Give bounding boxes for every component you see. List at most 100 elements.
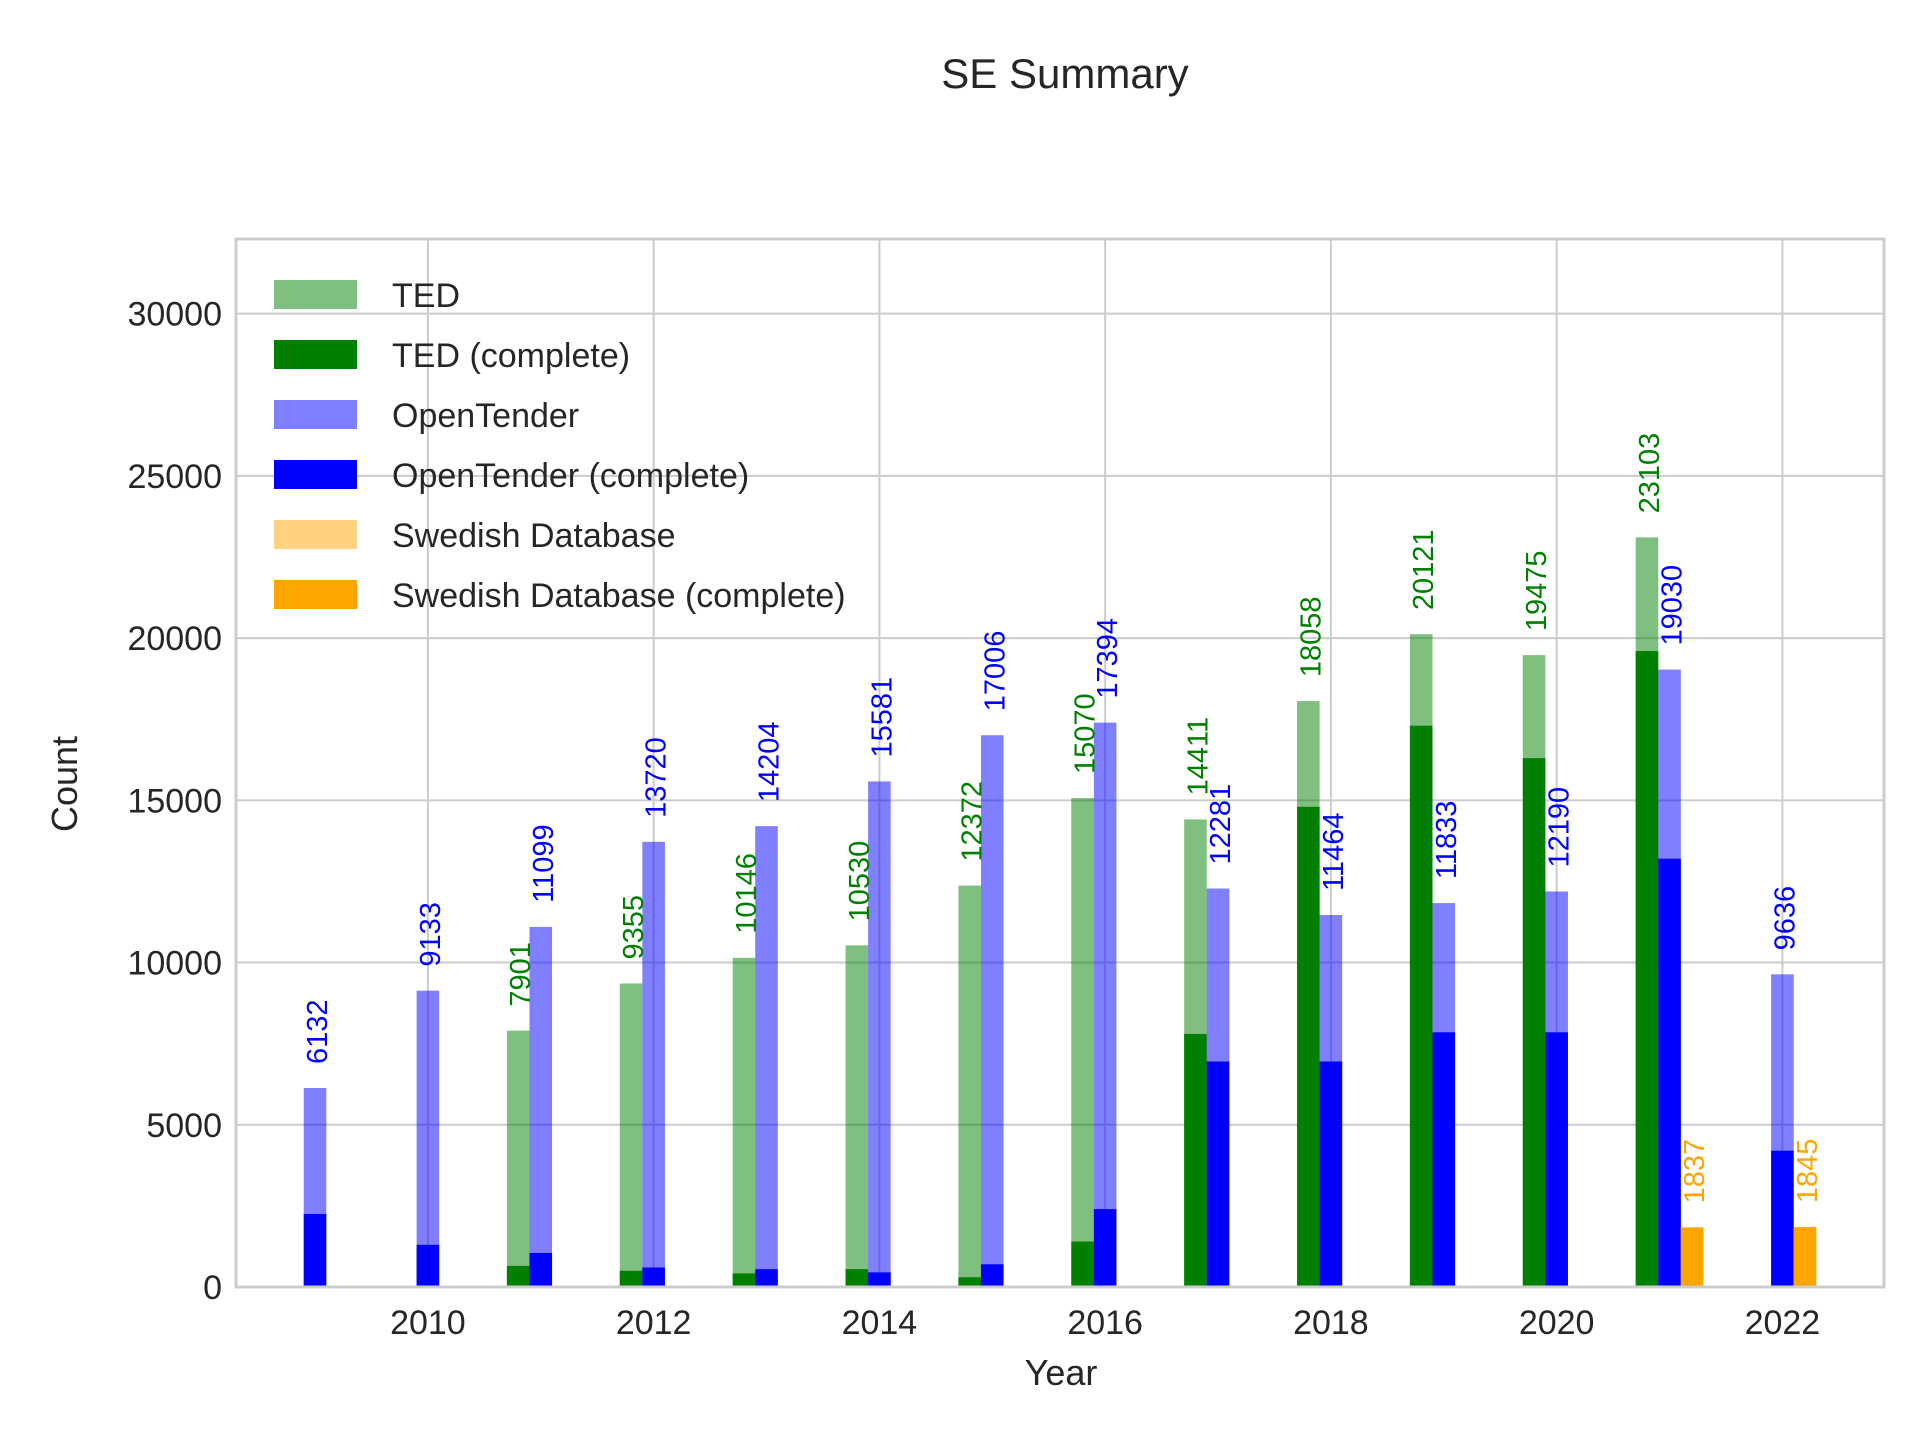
bars [303,537,1817,1287]
bar-opentender-complete [303,1213,327,1287]
data-label-ted: 23103 [1634,433,1666,514]
bar-opentender-complete [529,1252,553,1287]
bar-opentender [755,826,778,1287]
y-tick-label: 15000 [127,782,222,820]
bar-opentender-complete [1432,1032,1456,1287]
bar-ted-complete [619,1270,643,1287]
bar-ted-complete [1635,651,1659,1287]
bar-ted-complete [1522,758,1546,1287]
legend-swatch-opentender-complete [274,460,357,489]
data-labels: 7901 9355 10146 10530 12372 15070 14411 18058 20… [302,433,1824,1204]
bar-opentender [868,781,891,1287]
bar-ted [732,957,756,1287]
bar-opentender-complete [1771,1150,1794,1287]
y-tick-label: 0 [203,1269,222,1307]
bar-opentender-complete [1093,1209,1117,1287]
data-label-ted: 10146 [731,853,763,934]
bar-ted [958,885,981,1287]
bar-opentender-complete [1545,1032,1568,1287]
legend-label-swedish-database: Swedish Database [392,517,676,555]
data-label-opentender: 9636 [1769,886,1801,951]
bar-swedish-database-complete [1793,1227,1817,1287]
bar-opentender [416,990,440,1287]
bar-opentender [529,926,553,1287]
legend-label-opentender-complete: OpenTender (complete) [392,457,749,495]
data-label-opentender: 17006 [979,631,1011,712]
bar-ted-complete [845,1269,869,1287]
x-tick-label: 2016 [1067,1304,1143,1342]
plot-frame [234,237,1886,1289]
data-label-ted: 15070 [1070,693,1102,774]
bar-swedish-database-complete [1680,1227,1704,1287]
data-label-ted: 10530 [844,841,876,922]
y-tick-label: 30000 [127,296,222,334]
data-label-ted: 9355 [618,895,650,960]
y-tick-label: 25000 [127,458,222,496]
y-axis-label: Count [44,736,85,832]
data-label-opentender: 11464 [1318,813,1350,892]
bar-opentender-complete [642,1267,665,1287]
legend-label-ted-complete: TED (complete) [392,337,630,375]
bar-opentender-complete [868,1272,891,1287]
legend-swatch-ted-complete [274,340,357,369]
bar-opentender-complete [1319,1061,1343,1287]
bar-ted [845,945,869,1287]
data-label-ted: 12372 [957,781,989,862]
bar-opentender-complete [1658,858,1681,1287]
x-tick-label: 2018 [1293,1304,1369,1342]
tick-labels: 2010 2012 2014 2016 2018 2020 2022 0 5000 10000 15… [127,296,1820,1342]
bar-opentender-complete [980,1264,1004,1287]
bar-ted [1071,798,1094,1287]
legend: TED TED (complete) OpenTender OpenTender (c… [274,277,846,615]
legend-swatch-ted [274,280,357,309]
bar-ted-complete [958,1277,981,1287]
bar-ted-complete [1297,806,1320,1287]
x-tick-label: 2014 [842,1304,918,1342]
data-label-opentender: 14204 [754,721,786,802]
bar-opentender-complete [1206,1061,1230,1287]
bar-ted [506,1030,530,1287]
bar-opentender-complete [755,1269,778,1287]
y-tick-label: 10000 [127,945,222,983]
data-label-opentender: 17394 [1092,618,1124,699]
x-tick-label: 2010 [390,1304,466,1342]
gridlines [236,239,1884,1288]
bar-opentender-complete [416,1244,440,1287]
data-label-opentender: 12281 [1205,784,1237,865]
x-tick-label: 2022 [1745,1304,1821,1342]
bar-opentender [1093,722,1117,1287]
x-tick-label: 2020 [1519,1304,1595,1342]
data-label-swedish-database: 1845 [1792,1139,1824,1204]
data-label-opentender: 15581 [866,677,898,758]
data-label-opentender: 9133 [415,902,447,967]
legend-label-swedish-database-complete: Swedish Database (complete) [392,577,846,615]
bar-ted-complete [1409,725,1433,1287]
data-label-opentender: 11099 [528,824,560,903]
legend-swatch-swedish-database-complete [274,580,357,609]
data-label-swedish-database: 1837 [1679,1139,1711,1204]
data-label-ted: 7901 [505,942,537,1007]
data-label-ted: 14411 [1182,717,1214,796]
bar-opentender [642,841,665,1287]
data-label-ted: 18058 [1295,596,1327,677]
bar-ted-complete [1071,1241,1094,1287]
bar-opentender [980,735,1004,1287]
bar-ted-complete [1184,1033,1207,1287]
x-axis-label: Year [1025,1352,1098,1393]
data-label-ted: 20121 [1408,530,1440,611]
data-label-opentender: 6132 [302,1000,334,1065]
bar-ted-complete [732,1273,756,1287]
legend-swatch-swedish-database [274,520,357,549]
x-tick-label: 2012 [616,1304,692,1342]
bar-ted [619,983,643,1287]
y-tick-label: 20000 [127,620,222,658]
data-label-opentender: 12190 [1544,787,1576,868]
legend-swatch-opentender [274,400,357,429]
chart-title: SE Summary [941,50,1188,97]
y-tick-label: 5000 [146,1107,222,1145]
legend-label-opentender: OpenTender [392,397,579,435]
data-label-opentender: 19030 [1657,565,1689,646]
legend-label-ted: TED [392,277,460,315]
